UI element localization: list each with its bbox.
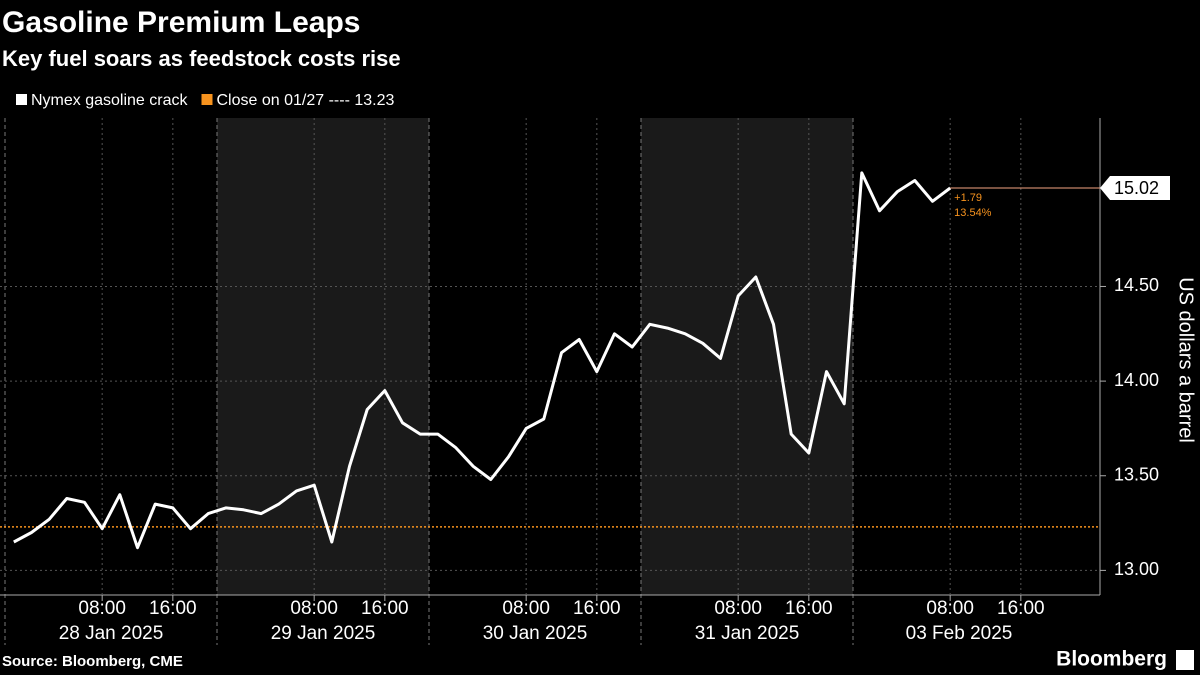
legend-label: Close on 01/27 ---- 13.23 (217, 92, 395, 109)
series-line (13, 171, 952, 550)
logo-icon (1176, 650, 1194, 670)
y-tick-label: 14.00 (1114, 370, 1159, 390)
x-day-label: 31 Jan 2025 (695, 623, 800, 644)
last-value-label: 15.02 (1114, 178, 1159, 198)
x-tick-label: 08:00 (714, 598, 762, 619)
x-day-label: 30 Jan 2025 (483, 623, 588, 644)
x-tick-label: 08:00 (78, 598, 126, 619)
x-day-label: 29 Jan 2025 (271, 623, 376, 644)
y-axis-label: US dollars a barrel (1175, 277, 1197, 443)
y-tick-label: 13.00 (1114, 559, 1159, 579)
y-tick-label: 14.50 (1114, 275, 1159, 295)
day-band (641, 118, 853, 595)
logo: Bloomberg (1056, 648, 1167, 671)
legend-swatch (201, 94, 213, 105)
x-tick-label: 16:00 (149, 598, 197, 619)
change-label: +1.79 (954, 192, 982, 204)
x-day-label: 03 Feb 2025 (906, 623, 1013, 644)
x-tick-label: 08:00 (502, 598, 550, 619)
x-tick-label: 16:00 (361, 598, 409, 619)
x-tick-label: 16:00 (785, 598, 833, 619)
legend-swatch (16, 94, 27, 105)
last-value-box (1100, 176, 1170, 201)
chart-subtitle: Key fuel soars as feedstock costs rise (2, 46, 401, 71)
x-tick-label: 16:00 (997, 598, 1045, 619)
x-tick-label: 08:00 (926, 598, 974, 619)
x-day-label: 28 Jan 2025 (59, 623, 164, 644)
chart-title: Gasoline Premium Leaps (2, 6, 360, 39)
change-pct-label: 13.54% (954, 207, 992, 219)
x-tick-label: 08:00 (290, 598, 338, 619)
legend-label: Nymex gasoline crack (31, 92, 189, 109)
day-band (217, 118, 429, 595)
y-tick-label: 13.50 (1114, 465, 1159, 485)
source: Source: Bloomberg, CME (2, 653, 183, 670)
x-tick-label: 16:00 (573, 598, 621, 619)
